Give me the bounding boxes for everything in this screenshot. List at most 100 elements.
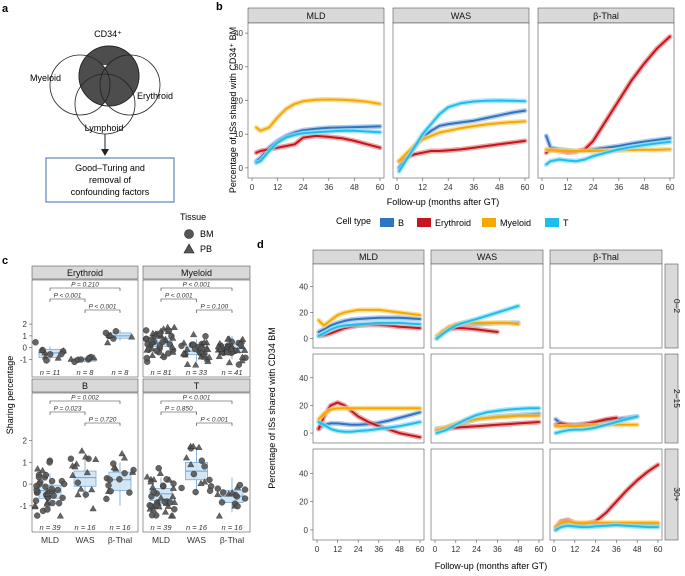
c-facet-title: T [194,381,200,391]
c-ytick-label: -1 [20,355,28,364]
d-col-title: WAS [477,252,497,262]
c-point-bm [219,489,227,496]
c-point-bm [110,460,117,467]
c-point-bm [46,459,53,466]
c-n-label: n = 11 [40,368,61,377]
c-pvalue-bracket [49,287,121,291]
c-n-label: n = 33 [186,368,208,377]
c-point-pb [147,478,155,485]
c-point-bm [161,498,168,506]
b-mld-myeloid-line [255,98,381,132]
b-facet-title: β-Thal [593,11,619,21]
c-point-pb [190,330,198,338]
c-pvalue-label: P = 0.002 [71,395,99,402]
d-row-title: 30+ [672,487,682,501]
c-point-pb [198,348,206,355]
d-r2c2-myeloid-line [554,520,659,529]
c-point-bm [49,499,56,507]
d-row-strip [664,448,679,541]
c-point-bm [102,329,110,337]
c-point-pb [149,329,157,336]
d-r1c2-t-line [554,415,639,435]
c-point-bm [148,512,156,519]
d-cell-r0-c0 [316,307,423,339]
c-pvalue-label: P = 0.850 [165,406,193,413]
c-group-label: WAS [187,535,206,545]
c-point-pb [170,323,178,330]
legend-swatch-myeloid [482,218,496,227]
b-facet-thal: β-Thal 0 12 24 36 48 60 [537,7,675,192]
c-point-pb [169,492,177,500]
c-point-pb [183,345,191,352]
b-was-t-line [398,99,526,173]
c-point-pb [157,494,165,501]
c-point-bm [143,354,151,362]
venn-label-lymphoid: Lymphoid [85,123,124,133]
c-point-bm [35,474,43,481]
legend-swatch-t [545,218,559,227]
d-r0c1-t-line [435,305,520,340]
c-point-pb [182,454,191,461]
c-point-bm [147,336,155,343]
c-pvalue-label: P = 0.720 [89,417,117,424]
d-xtick-label: 0 [433,545,438,554]
c-point-bm [82,491,90,498]
b-thal-t-line [545,140,671,166]
d-ytick-label: 0 [304,335,309,344]
c-facet-b: B -1 0 1 2 P = 0.002 P = 0.023 P = 0.720 n = 39 M… [20,378,139,545]
d-plot-area [312,448,425,541]
d-xtick-label: 0 [552,545,557,554]
d-cell-r0-c1 [434,303,521,341]
c-point-bm [126,489,133,496]
c-point-bm [130,466,137,474]
c-ylabel: Sharing percentage [5,356,15,435]
c-point-bm [191,345,199,353]
c-point-bm [116,476,123,483]
c-point-bm [206,476,213,484]
c-ytick-label: 1 [23,458,28,467]
d-xtick-label: 12 [570,545,579,554]
c-point-pb [187,460,195,468]
c-pvalue-bracket [49,400,121,404]
b-xlabel: Follow-up (months after GT) [387,197,500,207]
c-point-bm [155,465,162,472]
b-mld-t-line [255,129,381,164]
c-point-pb [225,358,233,366]
b-ytick-label: 0 [239,164,244,173]
c-pvalue-label: P < 0.001 [54,293,82,300]
b-xtick-label: 48 [350,183,359,192]
b-facet-title: MLD [306,11,326,21]
c-n-label: n = 16 [74,523,96,532]
c-facet-strip [142,265,251,280]
c-point-bm [241,495,249,502]
d-col-title: MLD [359,252,379,262]
d-r0c0-myeloid-line [317,308,421,327]
c-point-bm [214,485,222,492]
c-point-pb [197,479,205,486]
c-point-bm [198,457,206,464]
c-facet-erythroid: Erythroid -1 0 1 2 P = 0.210 P < 0.001 P < 0.00… [20,265,139,378]
d-r1c2-myeloid-line [554,423,639,428]
c-point-bm [105,482,112,489]
c-ytick-label: 0 [23,480,28,489]
c-point-bm [67,455,75,462]
c-point-pb [169,512,177,519]
c-point-bm [153,347,160,355]
c-point-bm [103,495,110,503]
b-xtick-label: 48 [640,183,649,192]
c-point-pb [71,463,79,470]
c-point-pb [215,352,223,359]
c-point-bm [42,471,50,479]
c-point-pb [148,351,156,358]
d-ytick-label: 20 [299,401,308,410]
d-cell-r1-c1 [434,405,542,436]
d-xtick-label: 24 [354,545,363,554]
c-pvalue-label: P = 0.023 [54,406,82,413]
c-point-bm [146,502,153,509]
b-xtick-label: 36 [614,183,623,192]
c-point-bm [178,484,185,492]
c-n-label: n = 41 [221,368,242,377]
d-xtick-label: 36 [612,545,621,554]
c-point-bm [59,494,66,502]
c-point-pb [156,469,164,476]
